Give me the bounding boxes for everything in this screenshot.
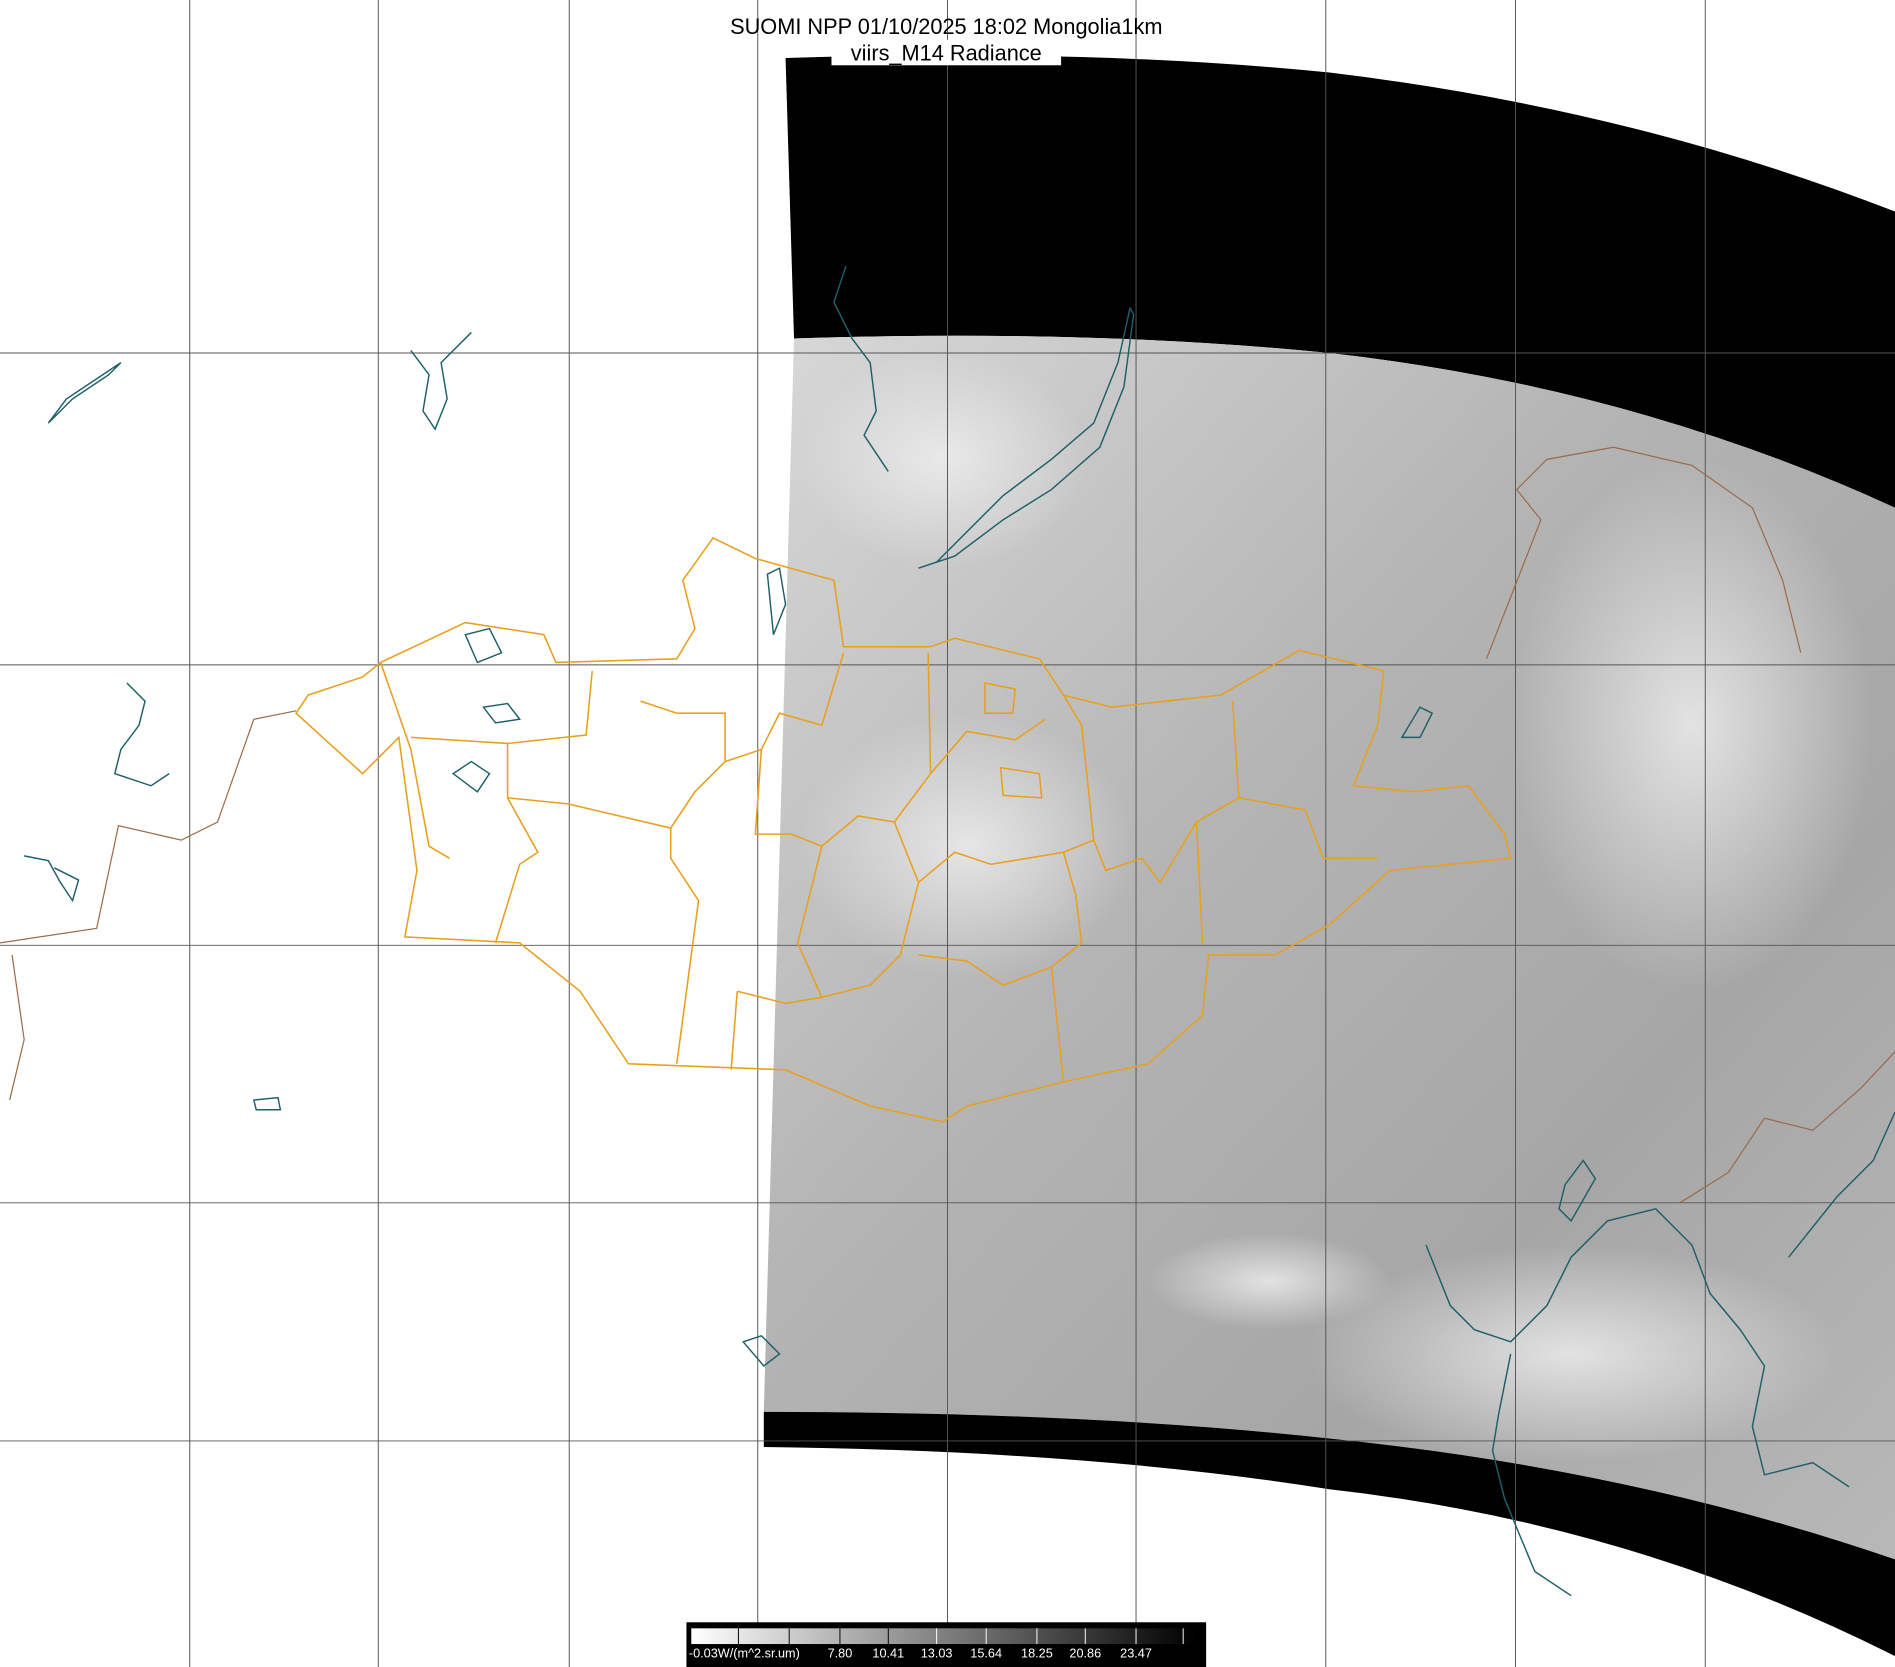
colorbar-tick-label: 20.86 (1069, 1646, 1101, 1660)
colorbar-unit-label: -0.03W/(m^2.sr.um) (689, 1646, 800, 1660)
cloud-area (1148, 1233, 1390, 1330)
lake-baikal (918, 306, 1135, 569)
cloud-area (1510, 459, 1874, 992)
mongolia-outline (295, 536, 1512, 1123)
colorbar-ticks (737, 1628, 1184, 1645)
no-data-band-bottom (763, 1411, 1895, 1657)
no-data-band-top (785, 55, 1895, 508)
satellite-swath (763, 55, 1895, 1657)
cloud-area (797, 713, 1137, 980)
country-borders (0, 446, 1895, 1204)
colorbar-tick-label: 7.80 (828, 1646, 853, 1660)
colorbar-gradient (691, 1628, 1196, 1645)
colorbar-tick-label: 18.25 (1021, 1646, 1053, 1660)
colorbar-tick-label: 15.64 (970, 1646, 1002, 1660)
cloud-area (1305, 1245, 1837, 1463)
cloud-area (797, 350, 1088, 569)
title-line-1: SUOMI NPP 01/10/2025 18:02 Mongolia1km (730, 14, 1162, 39)
title-background (831, 39, 1062, 66)
colorbar: -0.03W/(m^2.sr.um) 7.80 10.41 13.03 15.6… (686, 1622, 1207, 1667)
mongolia-province-borders (295, 536, 1512, 1123)
colorbar-tick-label: 13.03 (921, 1646, 953, 1660)
coastlines-and-lakes (24, 265, 1895, 1597)
colorbar-tick-label: 23.47 (1120, 1646, 1152, 1660)
colorbar-tick-label: 10.41 (872, 1646, 904, 1660)
title-line-2: viirs_M14 Radiance (851, 40, 1042, 65)
map-title: SUOMI NPP 01/10/2025 18:02 Mongolia1km v… (730, 14, 1162, 66)
